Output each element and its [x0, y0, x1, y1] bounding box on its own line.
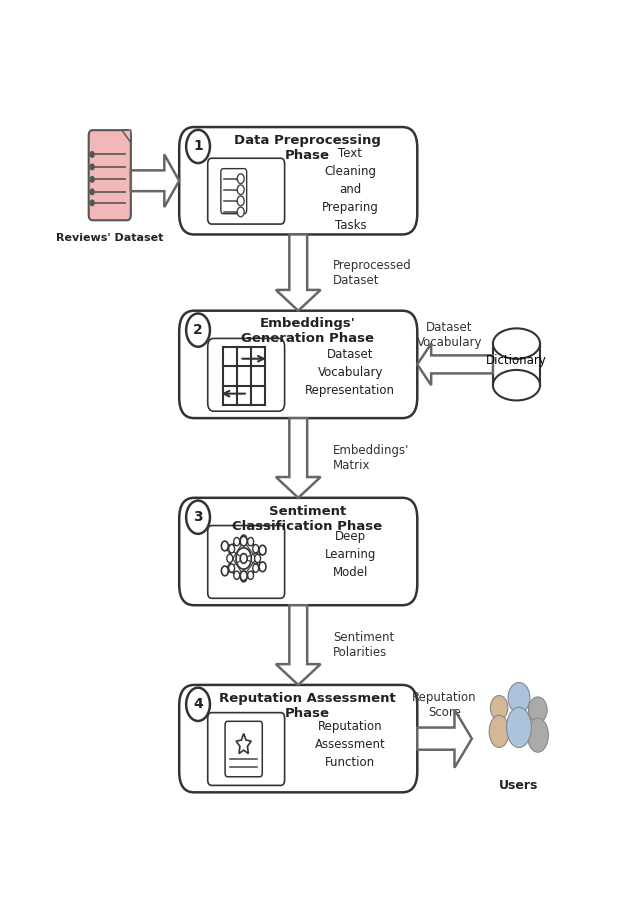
Polygon shape: [417, 709, 472, 768]
Text: 3: 3: [193, 510, 203, 524]
Polygon shape: [122, 130, 131, 142]
Ellipse shape: [527, 718, 548, 752]
FancyBboxPatch shape: [208, 158, 285, 224]
FancyBboxPatch shape: [89, 130, 131, 220]
Circle shape: [90, 164, 94, 170]
Text: Embeddings'
Matrix: Embeddings' Matrix: [333, 444, 410, 472]
Circle shape: [221, 566, 228, 576]
Circle shape: [490, 696, 508, 720]
Polygon shape: [493, 344, 540, 385]
Circle shape: [237, 196, 244, 206]
Circle shape: [259, 545, 266, 555]
Circle shape: [227, 554, 233, 562]
Text: Reviews' Dataset: Reviews' Dataset: [56, 233, 163, 243]
Text: Sentiment
Classification Phase: Sentiment Classification Phase: [232, 505, 382, 533]
Circle shape: [253, 564, 259, 572]
Polygon shape: [276, 418, 321, 498]
Polygon shape: [131, 155, 179, 207]
Circle shape: [508, 682, 530, 713]
Ellipse shape: [493, 328, 540, 359]
Text: Dictionary: Dictionary: [486, 355, 547, 367]
FancyBboxPatch shape: [179, 685, 417, 792]
Circle shape: [186, 500, 210, 534]
Circle shape: [186, 130, 210, 163]
Circle shape: [259, 562, 266, 572]
Text: Users: Users: [499, 779, 539, 792]
Polygon shape: [417, 344, 493, 385]
FancyBboxPatch shape: [225, 721, 262, 777]
Polygon shape: [276, 605, 321, 685]
Text: Reputation
Score: Reputation Score: [412, 691, 477, 719]
Circle shape: [186, 313, 210, 346]
Circle shape: [240, 554, 247, 563]
Circle shape: [186, 688, 210, 721]
Text: Sentiment
Polarities: Sentiment Polarities: [333, 631, 394, 659]
Circle shape: [237, 174, 244, 184]
FancyBboxPatch shape: [179, 498, 417, 605]
Circle shape: [240, 536, 247, 546]
Circle shape: [255, 554, 260, 562]
Text: 2: 2: [193, 323, 203, 338]
Ellipse shape: [489, 716, 509, 748]
Text: Reputation Assessment
Phase: Reputation Assessment Phase: [219, 692, 396, 720]
FancyBboxPatch shape: [208, 526, 285, 599]
Text: Dataset
Vocabulary
Representation: Dataset Vocabulary Representation: [305, 348, 396, 397]
Circle shape: [90, 176, 94, 182]
Text: 1: 1: [193, 140, 203, 154]
Circle shape: [237, 184, 244, 194]
Text: Preprocessed
Dataset: Preprocessed Dataset: [333, 258, 412, 286]
Circle shape: [529, 697, 547, 723]
Circle shape: [253, 544, 259, 553]
Text: Reputation
Assessment
Function: Reputation Assessment Function: [315, 720, 386, 769]
Circle shape: [90, 189, 94, 194]
FancyBboxPatch shape: [179, 310, 417, 419]
Circle shape: [241, 535, 246, 544]
Circle shape: [236, 548, 252, 569]
FancyBboxPatch shape: [208, 713, 285, 786]
FancyBboxPatch shape: [179, 127, 417, 235]
Circle shape: [230, 539, 257, 578]
Circle shape: [221, 541, 228, 551]
Text: 4: 4: [193, 698, 203, 711]
Polygon shape: [236, 734, 252, 753]
FancyBboxPatch shape: [221, 168, 246, 213]
FancyBboxPatch shape: [208, 338, 285, 411]
Circle shape: [228, 544, 235, 553]
Circle shape: [248, 572, 253, 580]
Polygon shape: [276, 235, 321, 310]
Circle shape: [237, 207, 244, 217]
Text: Dataset
Vocabulary: Dataset Vocabulary: [417, 321, 483, 349]
Circle shape: [234, 537, 240, 545]
Circle shape: [234, 572, 240, 580]
Circle shape: [228, 564, 235, 572]
Text: Text
Cleaning
and
Preparing
Tasks: Text Cleaning and Preparing Tasks: [322, 147, 379, 231]
Text: Data Preprocessing
Phase: Data Preprocessing Phase: [234, 134, 381, 162]
Text: Embeddings'
Generation Phase: Embeddings' Generation Phase: [241, 318, 374, 346]
Circle shape: [90, 200, 94, 206]
Ellipse shape: [507, 707, 531, 748]
Circle shape: [240, 571, 247, 580]
Text: Deep
Learning
Model: Deep Learning Model: [324, 530, 376, 580]
Circle shape: [248, 537, 253, 545]
Circle shape: [90, 152, 94, 158]
Circle shape: [241, 573, 246, 582]
Ellipse shape: [493, 370, 540, 400]
